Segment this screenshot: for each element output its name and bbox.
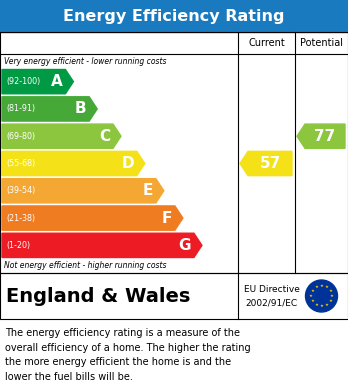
Text: (1-20): (1-20) [6, 241, 30, 250]
Text: Energy Efficiency Rating: Energy Efficiency Rating [63, 9, 285, 23]
Text: (81-91): (81-91) [6, 104, 35, 113]
Text: ★: ★ [329, 289, 332, 293]
Text: England & Wales: England & Wales [6, 287, 190, 305]
Text: (39-54): (39-54) [6, 186, 35, 195]
Bar [0, 273, 348, 319]
Text: (92-100): (92-100) [6, 77, 40, 86]
Text: ★: ★ [314, 285, 318, 289]
Text: ★: ★ [319, 305, 323, 308]
Polygon shape [240, 151, 292, 176]
Text: (69-80): (69-80) [6, 132, 35, 141]
Text: 57: 57 [259, 156, 280, 171]
Circle shape [306, 280, 338, 312]
Text: D: D [121, 156, 134, 171]
Polygon shape [2, 151, 145, 176]
Text: 77: 77 [314, 129, 335, 144]
Text: (55-68): (55-68) [6, 159, 35, 168]
Text: ★: ★ [329, 299, 332, 303]
Text: Not energy efficient - higher running costs: Not energy efficient - higher running co… [4, 262, 166, 271]
Text: ★: ★ [330, 294, 334, 298]
Text: F: F [161, 211, 172, 226]
Polygon shape [2, 233, 202, 258]
Bar [0, 32, 348, 273]
Text: Very energy efficient - lower running costs: Very energy efficient - lower running co… [4, 57, 166, 66]
Text: ★: ★ [310, 289, 315, 293]
Text: A: A [51, 74, 62, 89]
Polygon shape [2, 97, 97, 121]
Text: ★: ★ [319, 283, 323, 288]
Text: The energy efficiency rating is a measure of the
overall efficiency of a home. T: The energy efficiency rating is a measur… [5, 328, 251, 382]
Text: Potential: Potential [300, 38, 343, 48]
Text: ★: ★ [325, 285, 329, 289]
Text: ★: ★ [325, 303, 329, 307]
Text: B: B [74, 101, 86, 117]
Polygon shape [2, 124, 121, 148]
Polygon shape [2, 70, 73, 94]
Polygon shape [2, 206, 183, 230]
Text: E: E [142, 183, 153, 198]
Polygon shape [2, 179, 164, 203]
Polygon shape [297, 124, 345, 148]
Text: 2002/91/EC: 2002/91/EC [245, 298, 298, 307]
Bar [0, 0, 348, 32]
Text: G: G [179, 238, 191, 253]
Text: C: C [99, 129, 110, 144]
Text: ★: ★ [310, 299, 315, 303]
Text: ★: ★ [314, 303, 318, 307]
Text: EU Directive: EU Directive [244, 285, 299, 294]
Text: ★: ★ [309, 294, 313, 298]
Text: (21-38): (21-38) [6, 213, 35, 222]
Text: Current: Current [248, 38, 285, 48]
